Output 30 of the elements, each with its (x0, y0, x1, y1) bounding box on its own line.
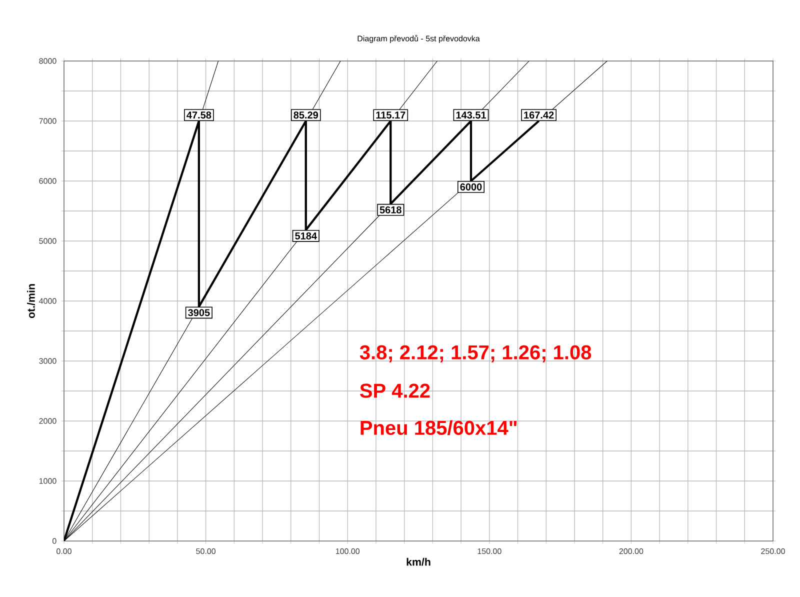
annotation: 5184 (295, 232, 317, 240)
annotation: Pneu 185/60x14" (360, 420, 517, 436)
y-tick-label: 2000 (39, 418, 56, 424)
x-tick-label: 200.00 (619, 548, 644, 554)
y-tick-label: 0 (52, 538, 56, 544)
x-tick-label: 150.00 (478, 548, 502, 554)
y-axis-title: ot./min (27, 284, 35, 318)
x-tick-label: 0.00 (56, 548, 72, 554)
y-tick-label: 6000 (39, 178, 56, 184)
annotation: 5618 (380, 206, 402, 214)
x-tick-label: 250.00 (761, 548, 785, 554)
annotation: 167.42 (524, 112, 554, 119)
chart-title: Diagram převodů - 5st převodovka (358, 34, 480, 43)
x-tick-label: 50.00 (196, 548, 216, 554)
y-tick-label: 7000 (39, 118, 56, 124)
y-tick-label: 8000 (39, 58, 56, 64)
annotation: SP 4.22 (360, 384, 430, 398)
x-axis-title: km/h (406, 558, 430, 566)
y-tick-label: 3000 (39, 358, 56, 364)
annotation: 47.58 (186, 112, 212, 119)
annotation: 115.17 (376, 112, 406, 119)
annotation: 3905 (188, 309, 210, 316)
x-tick-label: 100.00 (336, 548, 360, 554)
y-tick-label: 5000 (39, 238, 56, 244)
annotation: 143.51 (456, 112, 486, 119)
y-tick-label: 4000 (39, 298, 56, 304)
annotation: 85.29 (294, 112, 318, 119)
annotation: 3.8; 2.12; 1.57; 1.26; 1.08 (360, 345, 592, 362)
annotation: 6000 (460, 183, 482, 190)
y-tick-label: 1000 (39, 478, 56, 484)
